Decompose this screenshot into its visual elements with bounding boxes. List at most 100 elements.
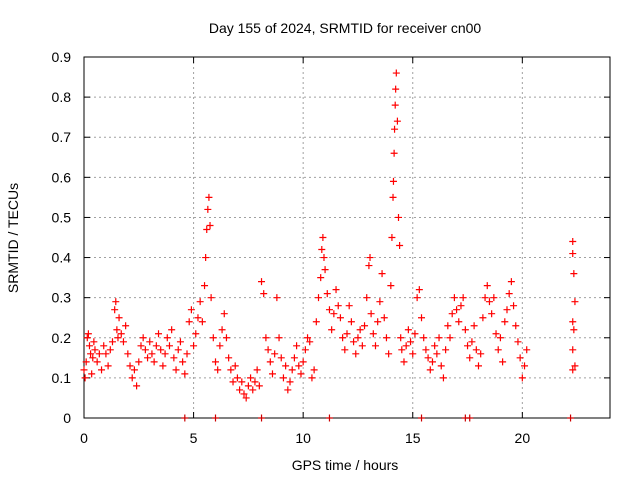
data-point (111, 306, 119, 314)
data-point (569, 238, 577, 246)
y-tick-label: 0.6 (52, 169, 72, 185)
data-point (318, 246, 326, 254)
data-point (207, 294, 215, 302)
data-point (119, 338, 127, 346)
data-point (161, 350, 169, 358)
data-point (398, 346, 406, 354)
y-axis-tick-labels: 0 0.1 0.2 0.3 0.4 0.5 0.6 0.7 0.8 0.9 (52, 49, 72, 426)
data-point (378, 270, 386, 278)
data-point (512, 322, 520, 330)
data-point (89, 354, 97, 362)
data-point (569, 250, 577, 258)
x-tick-label: 5 (190, 430, 198, 446)
data-point (185, 318, 193, 326)
data-point (114, 334, 122, 342)
data-point (477, 350, 485, 358)
data-point (496, 334, 504, 342)
data-point (450, 294, 458, 302)
data-point (391, 101, 399, 109)
data-point (446, 334, 454, 342)
y-tick-label: 0.4 (52, 250, 72, 266)
data-point (260, 290, 268, 298)
data-point (387, 282, 395, 290)
data-point (231, 362, 239, 370)
data-point (356, 326, 364, 334)
data-point (247, 374, 255, 382)
data-point (284, 386, 292, 394)
data-point (461, 326, 469, 334)
data-point (505, 290, 513, 298)
data-point (190, 342, 198, 350)
data-point (569, 346, 577, 354)
data-point (258, 414, 266, 422)
data-point (229, 378, 237, 386)
data-point (354, 334, 362, 342)
data-point (367, 310, 375, 318)
data-point (122, 322, 130, 330)
data-point (382, 334, 390, 342)
data-point (330, 310, 338, 318)
data-point (100, 342, 108, 350)
data-point (212, 414, 219, 422)
data-point (220, 310, 228, 318)
data-point (371, 342, 379, 350)
y-tick-label: 0 (63, 410, 71, 426)
data-point (407, 338, 415, 346)
data-point (409, 350, 417, 358)
data-point (328, 326, 336, 334)
data-point (442, 346, 450, 354)
data-point (115, 314, 123, 322)
data-point (244, 382, 252, 390)
data-point (492, 330, 500, 338)
data-point (286, 378, 294, 386)
data-point (466, 414, 474, 422)
y-tick-label: 0.7 (52, 129, 72, 145)
data-point (141, 346, 149, 354)
data-point (426, 366, 434, 374)
data-point (332, 286, 340, 294)
data-point (157, 346, 165, 354)
data-point (108, 338, 116, 346)
data-point (422, 346, 430, 354)
data-point (148, 350, 156, 358)
data-point (523, 346, 531, 354)
data-point (507, 278, 515, 286)
data-point (117, 330, 125, 338)
data-point (325, 306, 333, 314)
data-point (319, 234, 327, 241)
data-point (144, 354, 152, 362)
data-point (288, 366, 296, 374)
plot-frame (83, 56, 611, 419)
data-point (216, 342, 224, 350)
data-point (366, 254, 374, 262)
data-point (163, 334, 171, 342)
data-point (174, 346, 182, 354)
x-tick-label: 15 (405, 430, 421, 446)
data-point (468, 338, 476, 346)
x-tick-label: 10 (295, 430, 311, 446)
data-point (206, 221, 214, 229)
data-point (418, 314, 426, 322)
data-point (124, 350, 132, 358)
data-point (514, 338, 522, 346)
data-point (343, 330, 351, 338)
data-point (455, 318, 463, 326)
data-point (104, 362, 112, 370)
data-point (571, 298, 579, 306)
data-point (415, 286, 423, 294)
data-point (395, 213, 403, 221)
data-point (181, 414, 189, 422)
data-point (521, 362, 529, 370)
data-point (385, 350, 393, 358)
axis-ticks (83, 56, 610, 419)
data-point (312, 318, 320, 326)
data-point (255, 382, 263, 390)
data-point (203, 225, 211, 233)
y-axis-label: SRMTID / TECUs (5, 183, 21, 293)
data-point (488, 310, 496, 318)
data-point (459, 294, 467, 302)
data-point (457, 302, 465, 310)
data-point (172, 366, 180, 374)
data-point (80, 366, 88, 374)
